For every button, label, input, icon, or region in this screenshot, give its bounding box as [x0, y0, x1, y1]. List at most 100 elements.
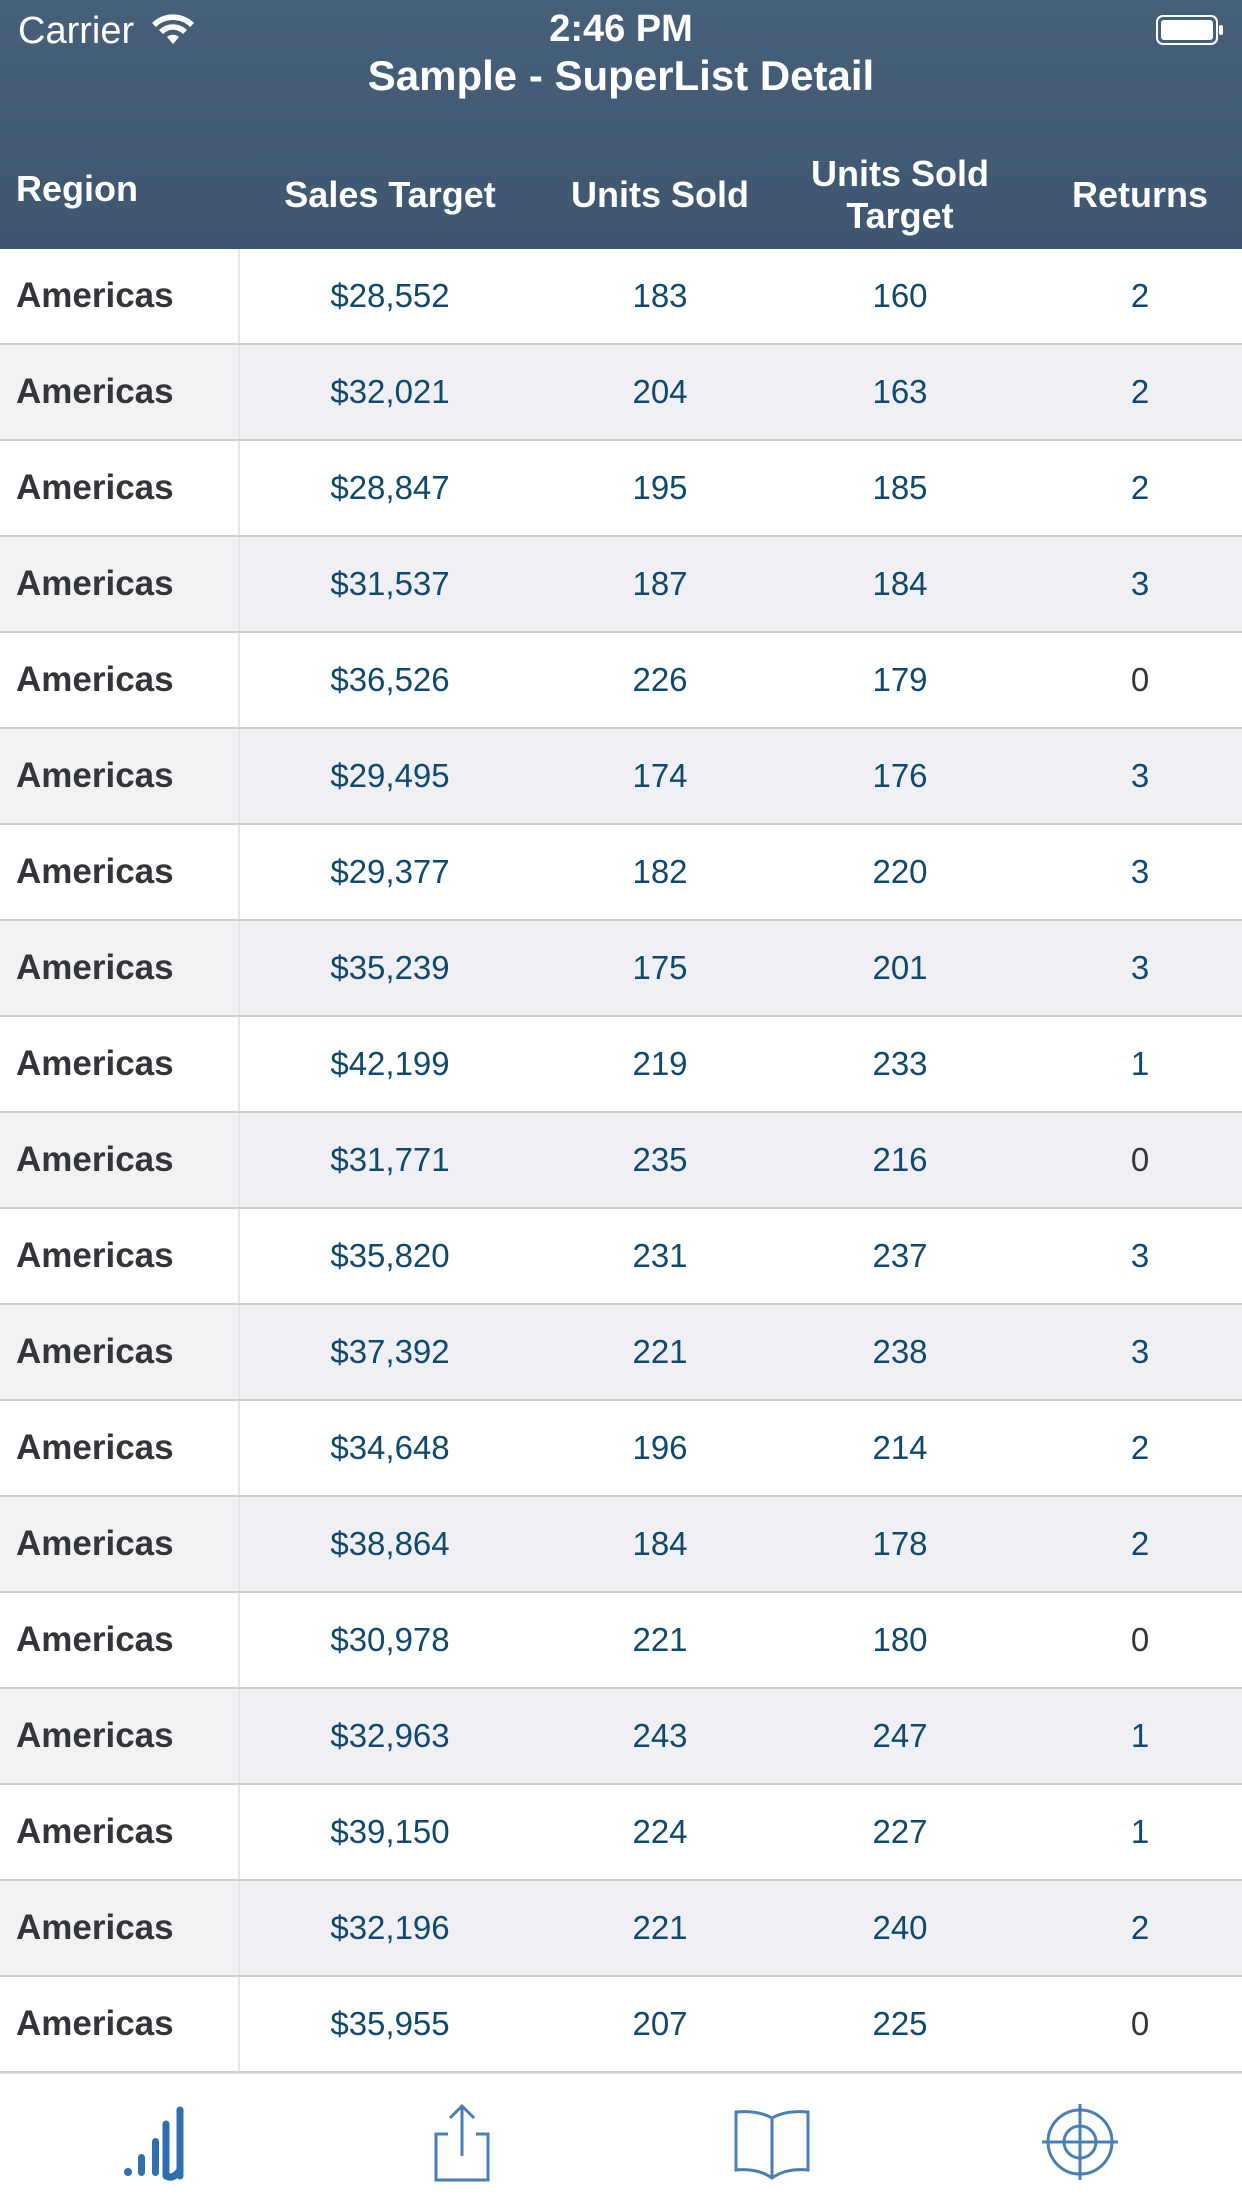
cell-units-sold-target: 233	[872, 1045, 928, 1082]
table-row[interactable]: Americas $29,377 182 220 3	[0, 825, 1242, 921]
cell-returns: 2	[1130, 373, 1150, 410]
cell-sales-target: $39,150	[330, 1813, 450, 1850]
cell-units-sold-target: 216	[872, 1141, 928, 1178]
status-time: 2:46 PM	[549, 8, 693, 50]
cell-sales-target: $34,648	[330, 1429, 450, 1466]
status-bar: Carrier 2:46 PM	[0, 0, 1242, 60]
cell-units-sold: 221	[632, 1333, 688, 1370]
cell-region: Americas	[0, 441, 240, 535]
cell-units-sold: 231	[632, 1237, 688, 1274]
cell-sales-target: $29,377	[330, 853, 450, 890]
cell-returns: 3	[1130, 853, 1150, 890]
tab-book[interactable]	[722, 2102, 822, 2182]
column-header-units-sold-target[interactable]: Units Sold Target	[811, 152, 989, 236]
table-row[interactable]: Americas $32,963 243 247 1	[0, 1689, 1242, 1785]
cell-units-sold-target: 220	[872, 853, 928, 890]
cell-sales-target: $31,771	[330, 1141, 450, 1178]
app-header: Carrier 2:46 PM Sample - SuperList Detai…	[0, 0, 1242, 249]
cell-sales-target: $38,864	[330, 1525, 450, 1562]
cell-returns: 0	[1130, 1621, 1150, 1658]
cell-region: Americas	[0, 249, 240, 343]
table-row[interactable]: Americas $35,820 231 237 3	[0, 1209, 1242, 1305]
cell-units-sold: 183	[632, 277, 688, 314]
cell-units-sold-target: 184	[872, 565, 928, 602]
cell-returns: 0	[1130, 1141, 1150, 1178]
cell-units-sold: 195	[632, 469, 688, 506]
table-row[interactable]: Americas $29,495 174 176 3	[0, 729, 1242, 825]
cell-units-sold-target: 237	[872, 1237, 928, 1274]
table-row[interactable]: Americas $39,150 224 227 1	[0, 1785, 1242, 1881]
cell-units-sold: 187	[632, 565, 688, 602]
table-row[interactable]: Americas $28,552 183 160 2	[0, 249, 1242, 345]
page-title: Sample - SuperList Detail	[367, 52, 875, 99]
table-row[interactable]: Americas $32,021 204 163 2	[0, 345, 1242, 441]
cell-sales-target: $28,552	[330, 277, 450, 314]
tab-target[interactable]	[1030, 2102, 1130, 2182]
table-row[interactable]: Americas $31,771 235 216 0	[0, 1113, 1242, 1209]
cell-returns: 2	[1130, 1525, 1150, 1562]
cell-returns: 2	[1130, 1429, 1150, 1466]
table-row[interactable]: Americas $35,239 175 201 3	[0, 921, 1242, 1017]
cell-units-sold-target: 160	[872, 277, 928, 314]
cell-region: Americas	[0, 1017, 240, 1111]
cell-units-sold: 235	[632, 1141, 688, 1178]
cell-sales-target: $32,021	[330, 373, 450, 410]
cell-units-sold-target: 214	[872, 1429, 928, 1466]
cell-region: Americas	[0, 1305, 240, 1399]
open-book-icon	[734, 2110, 810, 2180]
cell-sales-target: $35,820	[330, 1237, 450, 1274]
table-row[interactable]: Americas $31,537 187 184 3	[0, 537, 1242, 633]
cell-region: Americas	[0, 921, 240, 1015]
data-table[interactable]: Americas $28,552 183 160 2 Americas $32,021 204…	[0, 249, 1242, 2073]
table-row[interactable]: Americas $42,199 219 233 1	[0, 1017, 1242, 1113]
cell-returns: 3	[1130, 565, 1150, 602]
table-row[interactable]: Americas $38,864 184 178 2	[0, 1497, 1242, 1593]
cell-units-sold: 182	[632, 853, 688, 890]
cell-sales-target: $35,239	[330, 949, 450, 986]
table-row[interactable]: Americas $34,648 196 214 2	[0, 1401, 1242, 1497]
table-row[interactable]: Americas $28,847 195 185 2	[0, 441, 1242, 537]
battery-icon	[1156, 15, 1223, 45]
cell-returns: 2	[1130, 1909, 1150, 1946]
cell-region: Americas	[0, 345, 240, 439]
cell-region: Americas	[0, 1785, 240, 1879]
cell-units-sold-target: 176	[872, 757, 928, 794]
cell-units-sold: 219	[632, 1045, 688, 1082]
column-header-region[interactable]: Region	[16, 167, 138, 209]
cell-sales-target: $32,963	[330, 1717, 450, 1754]
cell-units-sold: 184	[632, 1525, 688, 1562]
column-header-sales-target[interactable]: Sales Target	[284, 173, 496, 215]
cell-units-sold: 207	[632, 2005, 688, 2042]
cell-sales-target: $31,537	[330, 565, 450, 602]
table-row[interactable]: Americas $37,392 221 238 3	[0, 1305, 1242, 1401]
table-row[interactable]: Americas $35,955 207 225 0	[0, 1977, 1242, 2073]
cell-region: Americas	[0, 537, 240, 631]
cell-sales-target: $37,392	[330, 1333, 450, 1370]
tab-analytics[interactable]	[104, 2102, 204, 2182]
column-header-units-sold[interactable]: Units Sold	[571, 173, 749, 215]
cell-returns: 1	[1130, 1045, 1150, 1082]
cell-units-sold: 243	[632, 1717, 688, 1754]
cell-sales-target: $32,196	[330, 1909, 450, 1946]
cell-returns: 3	[1130, 757, 1150, 794]
cell-sales-target: $30,978	[330, 1621, 450, 1658]
cell-units-sold-target: 185	[872, 469, 928, 506]
cell-sales-target: $29,495	[330, 757, 450, 794]
table-row[interactable]: Americas $30,978 221 180 0	[0, 1593, 1242, 1689]
cell-units-sold-target: 201	[872, 949, 928, 986]
cell-returns: 3	[1130, 1333, 1150, 1370]
carrier-label: Carrier	[18, 10, 135, 52]
cell-returns: 2	[1130, 277, 1150, 314]
table-row[interactable]: Americas $32,196 221 240 2	[0, 1881, 1242, 1977]
cell-region: Americas	[0, 825, 240, 919]
cell-region: Americas	[0, 1209, 240, 1303]
cell-sales-target: $35,955	[330, 2005, 450, 2042]
tab-bar	[0, 2073, 1242, 2209]
table-row[interactable]: Americas $36,526 226 179 0	[0, 633, 1242, 729]
cell-region: Americas	[0, 1977, 240, 2071]
analytics-bars-icon	[124, 2106, 184, 2181]
column-header-returns[interactable]: Returns	[1071, 173, 1209, 215]
cell-returns: 1	[1130, 1717, 1150, 1754]
cell-units-sold-target: 247	[872, 1717, 928, 1754]
tab-share[interactable]	[412, 2102, 512, 2182]
